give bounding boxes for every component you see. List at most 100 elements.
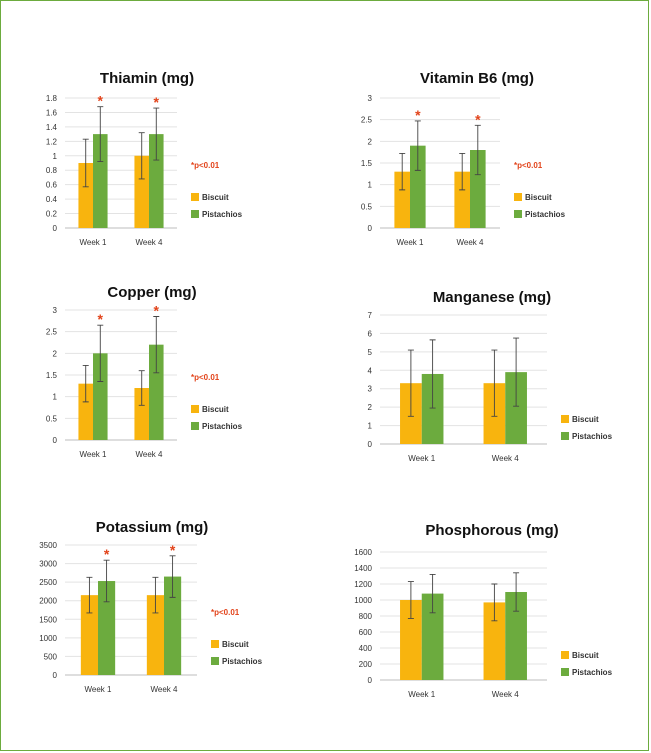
legend-swatch-pistachios [561, 432, 569, 440]
chart-title: Phosphorous (mg) [425, 522, 558, 539]
y-tick-label: 2500 [39, 578, 57, 587]
chart-title: Vitamin B6 (mg) [420, 70, 534, 87]
y-tick-label: 1 [53, 152, 58, 161]
y-tick-label: 0.4 [46, 195, 58, 204]
y-tick-label: 1.5 [361, 159, 373, 168]
chart-panel-1: Thiamin (mg)00.20.40.60.811.21.41.61.8 *W… [22, 65, 312, 255]
x-category-label: Week 1 [85, 685, 113, 694]
y-tick-label: 400 [359, 644, 373, 653]
y-tick-label: 2.5 [46, 328, 58, 337]
legend-swatch-pistachios [561, 668, 569, 676]
y-tick-label: 1000 [39, 634, 57, 643]
x-category-label: Week 4 [492, 690, 520, 699]
chart-panel-2: Vitamin B6 (mg) 0 0.5 1 1.5 2 2.5 3 * Week 1 * Week… [352, 65, 637, 255]
legend-swatch-pistachios [211, 657, 219, 665]
y-tick-label: 2.5 [361, 116, 373, 125]
legend-label: Biscuit [202, 405, 229, 414]
p-value-note: *p<0.01 [211, 608, 240, 617]
significance-marker: * [475, 111, 481, 127]
y-tick-label: 0.2 [46, 210, 58, 219]
legend-swatch-biscuit [191, 193, 199, 201]
y-tick-label: 3500 [39, 541, 57, 550]
y-tick-label: 0 [368, 224, 373, 233]
y-tick-label: 600 [359, 628, 373, 637]
legend-label: Pistachios [202, 210, 243, 219]
legend-label: Pistachios [572, 432, 613, 441]
p-value-note: *p<0.01 [191, 161, 220, 170]
chart-title: Thiamin (mg) [100, 70, 194, 87]
chart-panel-5: Potassium (mg) 0 500 1000 1500 2000 2500 3000 35… [22, 510, 312, 700]
legend-label: Biscuit [202, 193, 229, 202]
x-category-label: Week 4 [151, 685, 179, 694]
x-category-label: Week 1 [80, 450, 108, 459]
y-tick-label: 1000 [354, 596, 372, 605]
legend-label: Pistachios [202, 422, 243, 431]
y-tick-label: 1 [368, 181, 373, 190]
legend-label: Biscuit [222, 640, 249, 649]
y-tick-label: 2 [368, 403, 373, 412]
legend-label: Biscuit [525, 193, 552, 202]
significance-marker: * [98, 93, 104, 109]
y-tick-label: 1 [53, 393, 58, 402]
legend-label: Biscuit [572, 415, 599, 424]
chart-panel-6: Phosphorous (mg) 0 200 400 600 800 1000 1200 140… [352, 515, 637, 705]
y-tick-label: 0 [53, 671, 58, 680]
y-tick-label: 200 [359, 660, 373, 669]
chart-title: Potassium (mg) [96, 519, 209, 536]
y-tick-label: 0.8 [46, 166, 58, 175]
y-tick-label: 1 [368, 422, 373, 431]
y-tick-label: 0.5 [46, 414, 58, 423]
significance-marker: * [170, 542, 176, 558]
y-tick-label: 6 [368, 329, 373, 338]
significance-marker: * [104, 546, 110, 562]
chart-panel-3: Copper (mg) 0 0.5 1 1.5 2 2.5 3 * Week 1 * Week 4 *p… [22, 275, 312, 465]
y-tick-label: 0 [53, 436, 58, 445]
legend-swatch-pistachios [514, 210, 522, 218]
legend-swatch-biscuit [211, 640, 219, 648]
y-tick-label: 1.8 [46, 94, 58, 103]
legend-swatch-biscuit [191, 405, 199, 413]
x-category-label: Week 4 [457, 238, 485, 247]
y-tick-label: 1.2 [46, 137, 58, 146]
x-category-label: Week 1 [408, 690, 436, 699]
y-tick-label: 0 [368, 676, 373, 685]
y-tick-label: 4 [368, 366, 373, 375]
y-tick-label: 1.4 [46, 123, 58, 132]
significance-marker: * [415, 107, 421, 123]
legend-swatch-biscuit [561, 651, 569, 659]
y-tick-label: 2 [368, 137, 373, 146]
legend-swatch-pistachios [191, 210, 199, 218]
y-tick-label: 0.6 [46, 181, 58, 190]
legend-swatch-biscuit [514, 193, 522, 201]
x-category-label: Week 4 [136, 238, 164, 247]
y-tick-label: 0 [368, 440, 373, 449]
significance-marker: * [154, 94, 160, 110]
y-tick-label: 5 [368, 348, 373, 357]
x-category-label: Week 1 [397, 238, 425, 247]
y-tick-label: 3 [368, 94, 373, 103]
x-category-label: Week 1 [408, 454, 436, 463]
significance-marker: * [154, 303, 160, 319]
y-tick-label: 0.5 [361, 202, 373, 211]
x-category-label: Week 4 [136, 450, 164, 459]
chart-title: Manganese (mg) [433, 289, 551, 306]
chart-panel-4: Manganese (mg)01234567Week 1 Week 4Biscui… [352, 280, 637, 470]
y-tick-label: 0 [53, 224, 58, 233]
y-tick-label: 1600 [354, 548, 372, 557]
p-value-note: *p<0.01 [514, 161, 543, 170]
legend-label: Pistachios [572, 668, 613, 677]
y-tick-label: 1200 [354, 580, 372, 589]
y-tick-label: 1400 [354, 564, 372, 573]
y-tick-label: 3 [368, 385, 373, 394]
x-category-label: Week 1 [80, 238, 108, 247]
y-tick-label: 2000 [39, 597, 57, 606]
p-value-note: *p<0.01 [191, 373, 220, 382]
y-tick-label: 2 [53, 349, 58, 358]
legend-label: Pistachios [222, 657, 263, 666]
significance-marker: * [98, 311, 104, 327]
legend-label: Pistachios [525, 210, 566, 219]
y-tick-label: 3 [53, 306, 58, 315]
y-tick-label: 7 [368, 311, 373, 320]
chart-title: Copper (mg) [107, 284, 196, 301]
y-tick-label: 500 [44, 652, 58, 661]
